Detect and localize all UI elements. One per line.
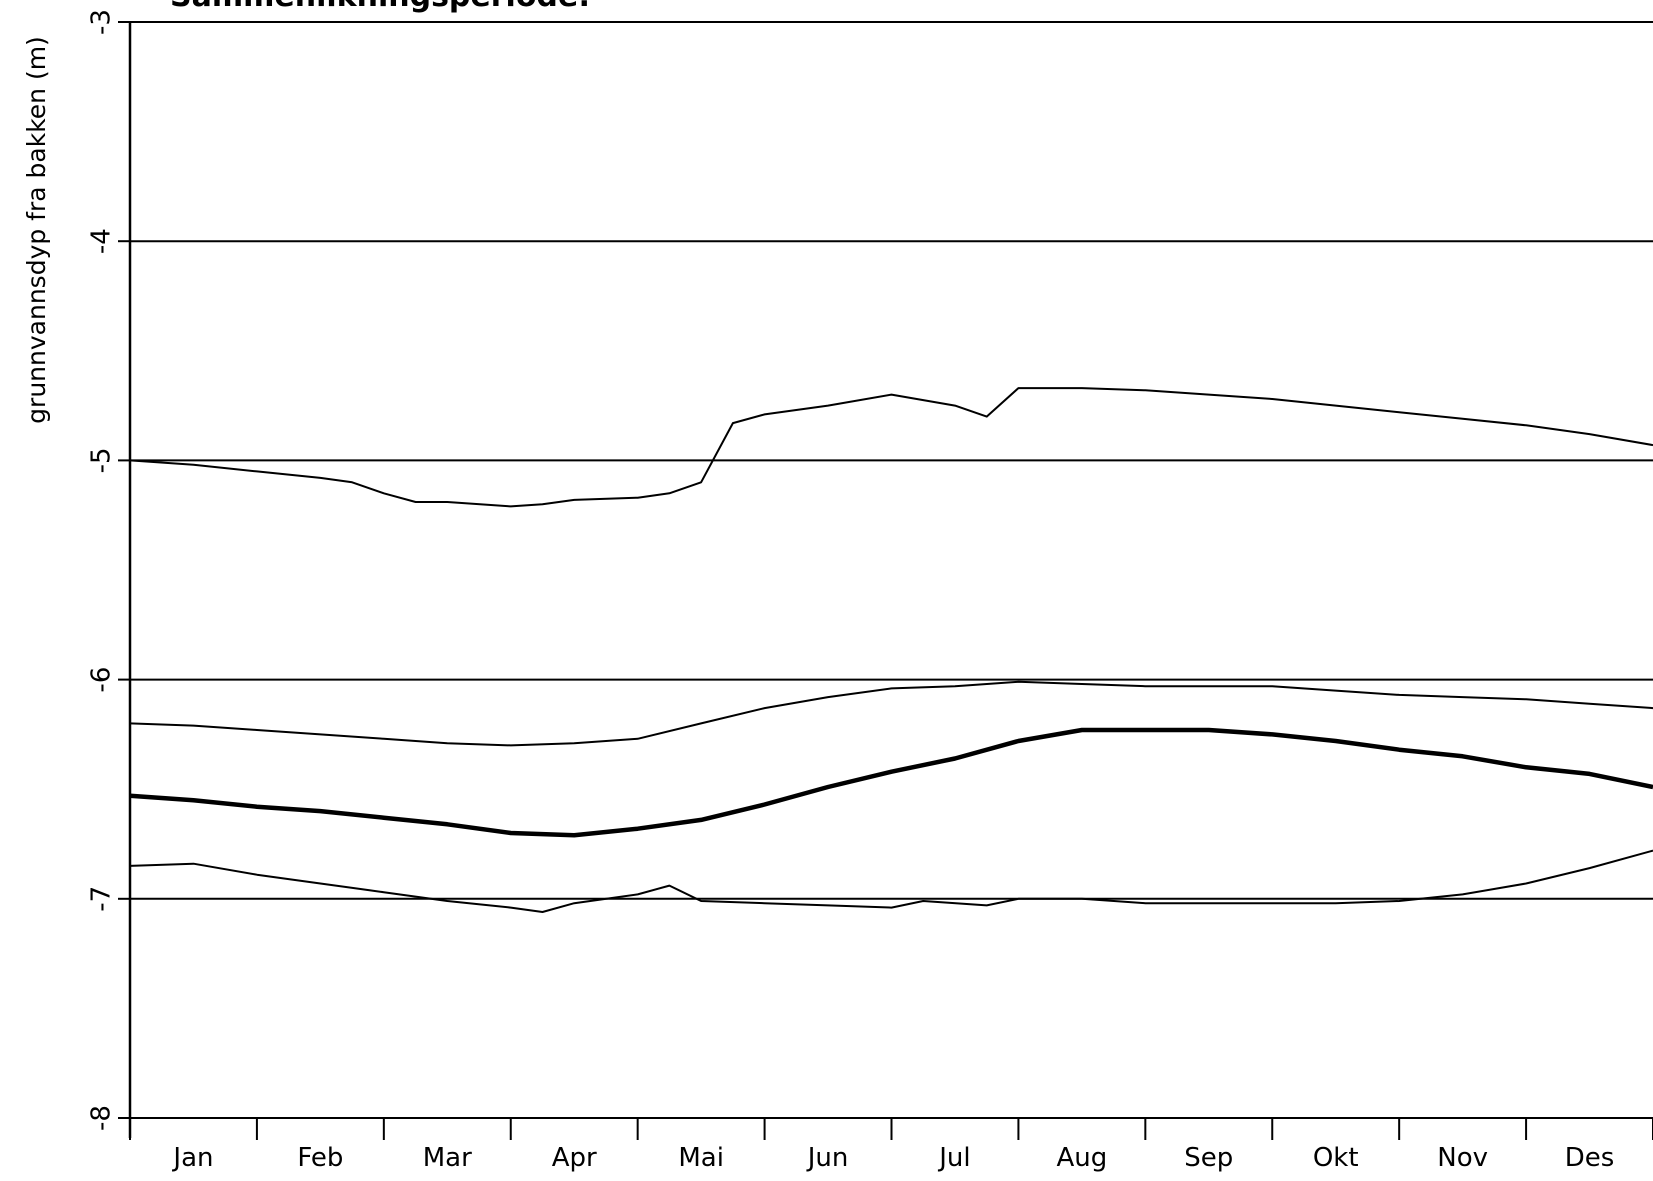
x-tick-label: Okt [1313,1143,1359,1173]
x-tick-label: Jan [171,1143,213,1173]
y-tick-label: -3 [87,9,117,35]
x-tick-label: Feb [297,1143,343,1173]
y-tick-label: -4 [87,228,117,254]
series-line-median [129,727,1653,838]
axes [118,21,1653,1140]
x-tick-label: Jun [806,1143,849,1173]
x-tick-label: Nov [1437,1143,1488,1173]
y-tick-label: -6 [87,667,117,693]
y-tick-label: -7 [87,886,117,912]
gridlines [130,21,1653,1119]
x-tick-label: Mai [678,1143,724,1173]
y-tick-label: -8 [87,1105,117,1131]
tick-labels: -8 -7 -6 -5 -4 -3 Jan Feb Mar Apr Mai Jun Jul Aug Sep O… [87,9,1615,1173]
x-tick-label: Des [1565,1143,1615,1173]
x-tick-label: Apr [552,1143,597,1173]
x-tick-label: Sep [1184,1143,1233,1173]
series-line-min [129,849,1653,913]
x-tick-label: Jul [937,1143,970,1173]
series-line-max [129,387,1653,508]
series-line-upper-quartile [129,680,1653,747]
y-axis-title: grunnvannsdyp fra bakken (m) [22,36,51,424]
y-tick-label: -5 [87,447,117,473]
chart-title: Sammenlikningsperiode: [170,0,590,14]
x-tick-label: Aug [1056,1143,1107,1173]
series-lines [129,387,1653,913]
x-tick-label: Mar [423,1143,472,1173]
